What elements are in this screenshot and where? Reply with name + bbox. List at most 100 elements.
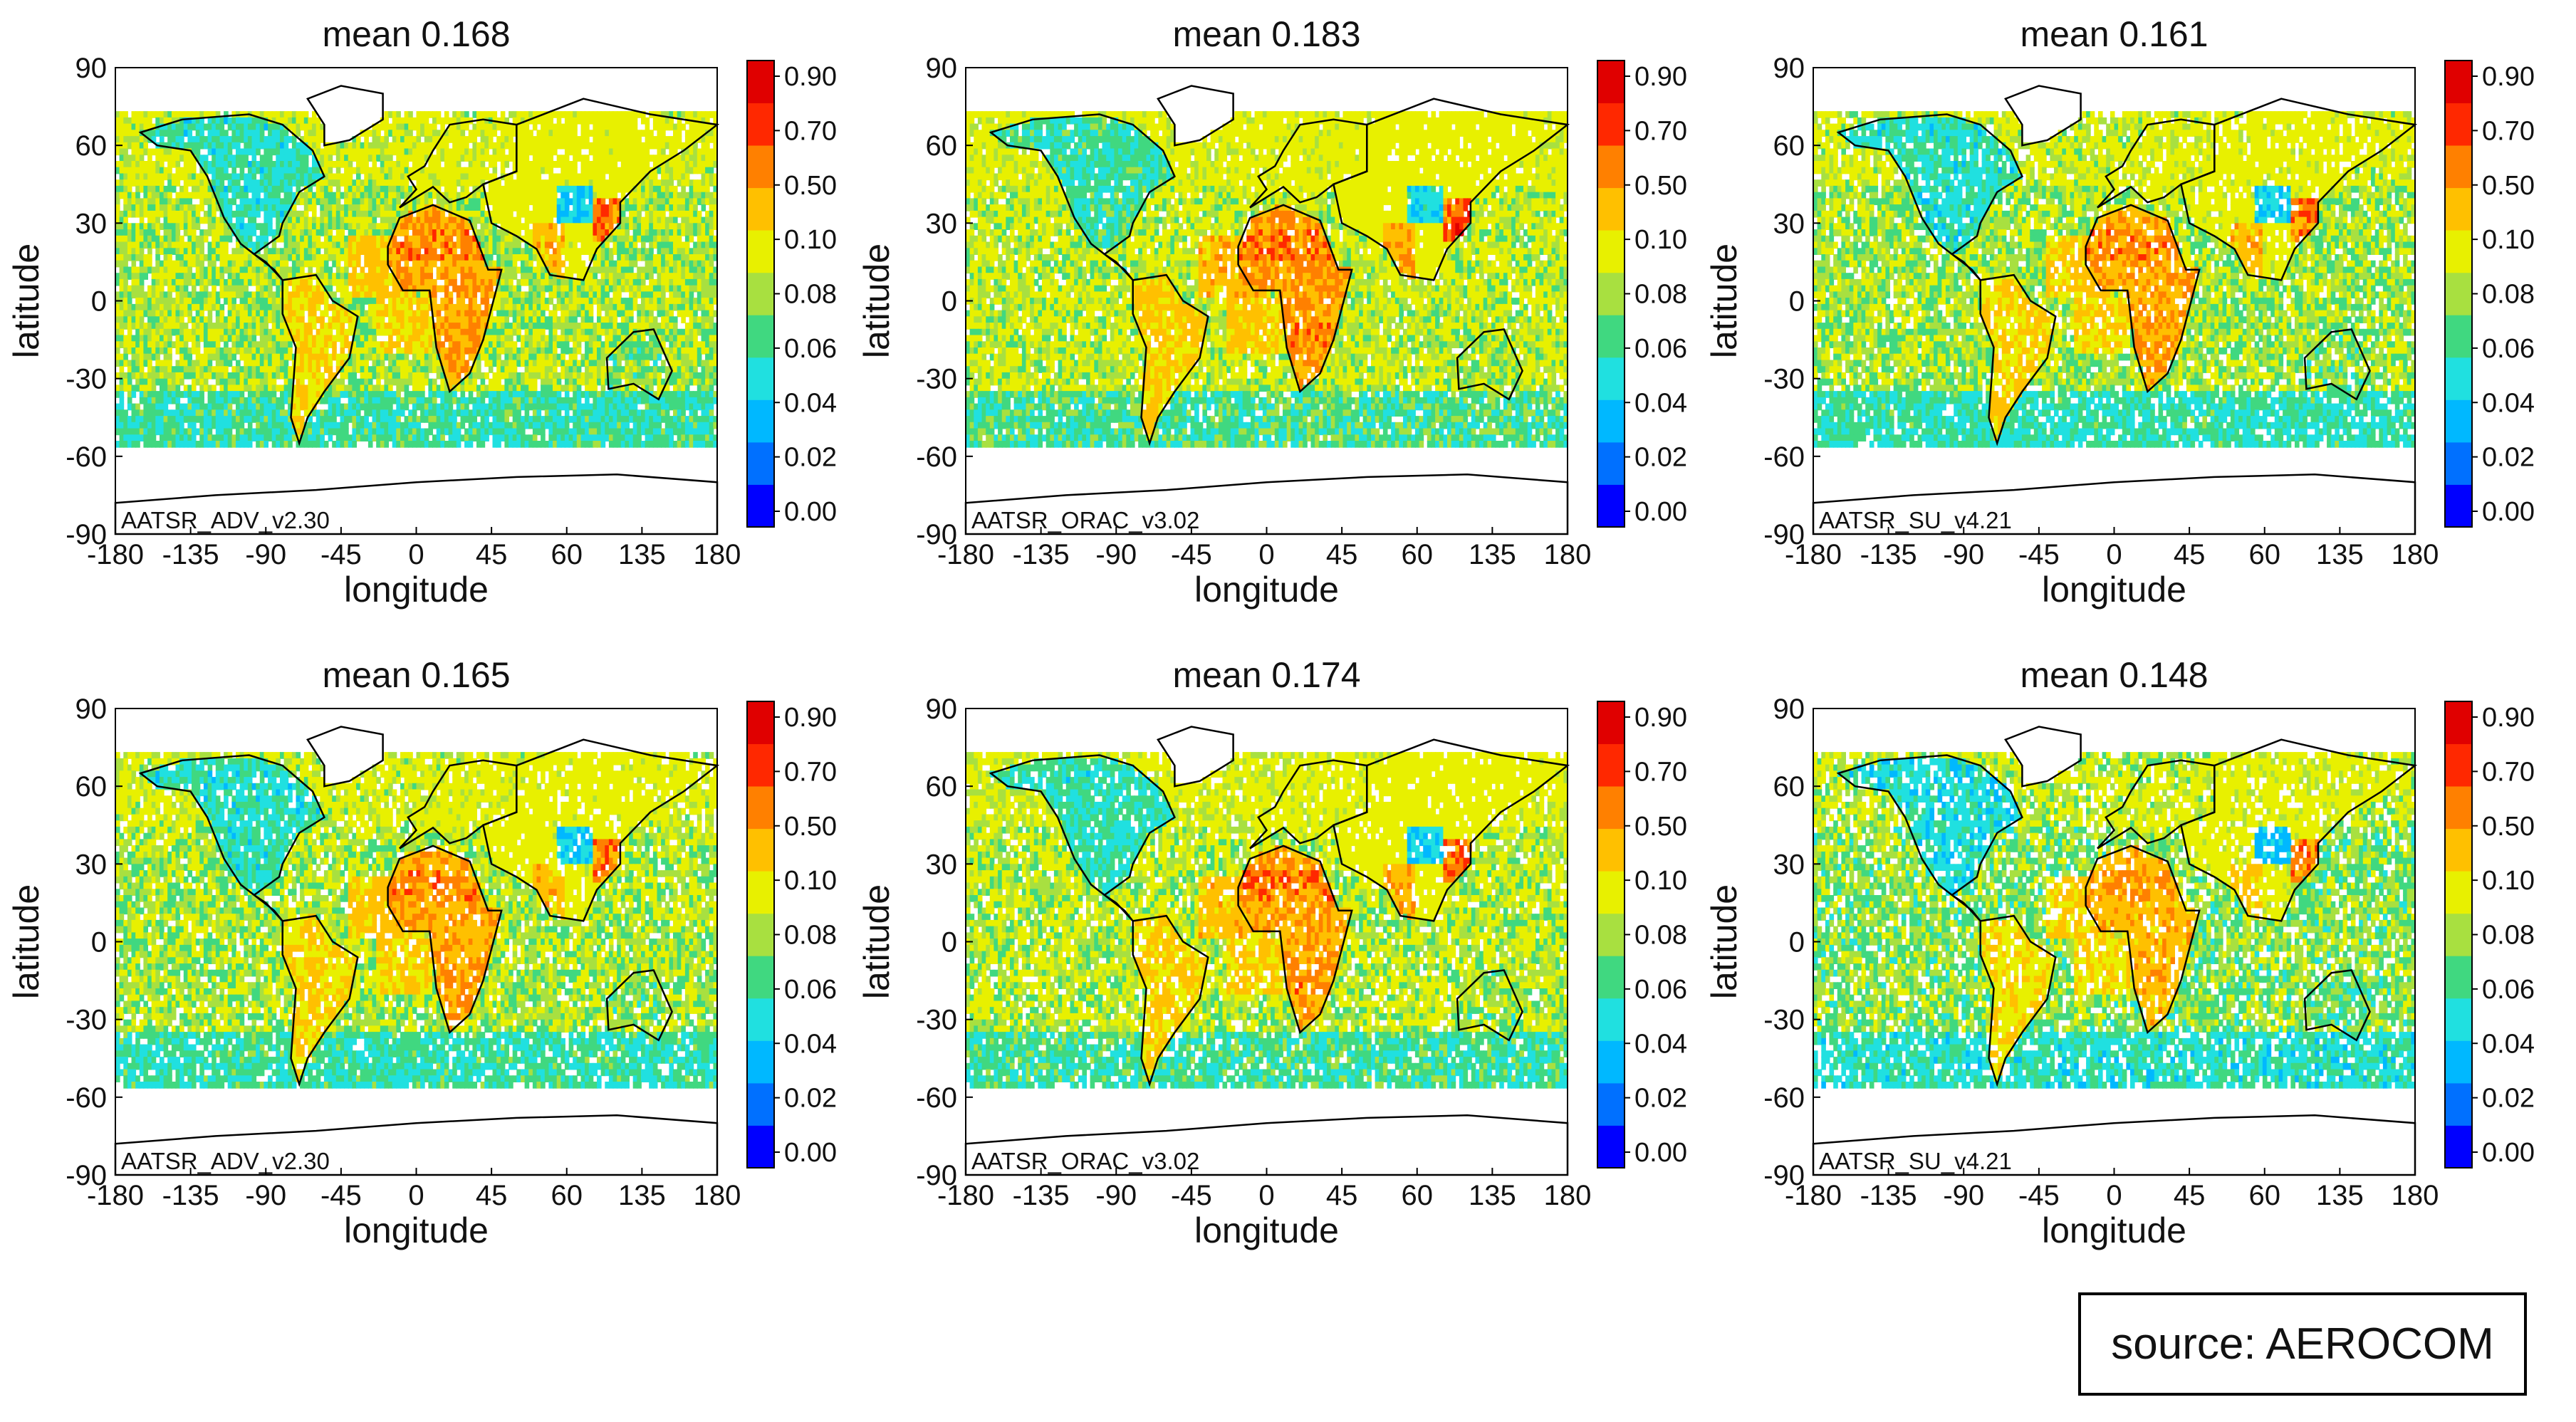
- aod-cell: [336, 149, 341, 156]
- aod-cell: [140, 155, 145, 162]
- aod-cell: [132, 179, 137, 187]
- aod-cell: [312, 130, 317, 137]
- aod-cell: [300, 124, 305, 131]
- aod-cell: [167, 223, 172, 230]
- aod-cell: [252, 223, 257, 230]
- aod-cell: [336, 167, 341, 174]
- aod-cell: [493, 204, 498, 211]
- aod-cell: [312, 192, 317, 199]
- aod-cell: [548, 117, 553, 125]
- aod-cell: [677, 136, 682, 143]
- aod-cell: [167, 149, 172, 156]
- aod-cell: [276, 211, 281, 218]
- aod-cell: [493, 124, 498, 131]
- aod-cell: [143, 117, 148, 125]
- aod-cell: [493, 192, 498, 199]
- aod-cell: [541, 211, 546, 218]
- aod-cell: [685, 192, 690, 199]
- aod-cell: [516, 192, 521, 199]
- aod-cell: [324, 155, 329, 162]
- aod-cell: [481, 142, 486, 150]
- aod-cell: [240, 198, 245, 205]
- aod-cell: [364, 161, 369, 168]
- aod-cell: [360, 198, 365, 205]
- aod-cell: [328, 186, 333, 193]
- aod-cell: [155, 130, 160, 137]
- aod-cell: [541, 167, 546, 174]
- aod-cell: [528, 167, 533, 174]
- aod-cell: [143, 186, 148, 193]
- aod-cell: [444, 174, 449, 181]
- aod-cell: [697, 211, 702, 218]
- aod-cell: [143, 211, 148, 218]
- aod-cell: [348, 204, 353, 211]
- aod-cell: [408, 186, 413, 193]
- aod-cell: [192, 192, 197, 199]
- aod-cell: [649, 136, 654, 143]
- aod-cell: [360, 149, 365, 156]
- aod-cell: [645, 149, 650, 156]
- aod-cell: [264, 167, 268, 174]
- aod-cell: [408, 130, 413, 137]
- aod-cell: [661, 136, 666, 143]
- aod-cell: [661, 192, 666, 199]
- aod-cell: [661, 174, 666, 181]
- aod-cell: [685, 136, 690, 143]
- aod-cell: [565, 111, 570, 118]
- aod-cell: [120, 136, 125, 143]
- aod-cell: [625, 198, 630, 205]
- aod-cell: [372, 174, 377, 181]
- aod-cell: [504, 124, 509, 131]
- aod-cell: [565, 161, 570, 168]
- aod-cell: [649, 155, 654, 162]
- aod-cell: [120, 111, 125, 118]
- aod-cell: [348, 167, 353, 174]
- aod-cell: [493, 186, 498, 193]
- aod-cell: [685, 179, 690, 187]
- aod-cell: [573, 161, 578, 168]
- aod-cell: [360, 204, 365, 211]
- aod-cell: [504, 192, 509, 199]
- aod-cell: [541, 142, 546, 150]
- aod-cell: [649, 217, 654, 224]
- aod-cell: [528, 142, 533, 150]
- aod-cell: [204, 155, 209, 162]
- aod-cell: [276, 179, 281, 187]
- aod-cell: [444, 167, 449, 174]
- aod-cell: [613, 117, 618, 125]
- aod-cell: [252, 124, 257, 131]
- aod-cell: [625, 136, 630, 143]
- aod-cell: [709, 174, 714, 181]
- aod-cell: [135, 192, 140, 199]
- aod-cell: [155, 111, 160, 118]
- aod-cell: [384, 111, 389, 118]
- aod-cell: [264, 186, 268, 193]
- aod-cell: [649, 198, 654, 205]
- aod-cell: [601, 130, 606, 137]
- aod-cell: [516, 179, 521, 187]
- aod-cell: [408, 111, 413, 118]
- aod-cell: [264, 124, 268, 131]
- aod-cell: [396, 211, 401, 218]
- aod-cell: [481, 149, 486, 156]
- aod-cell: [167, 179, 172, 187]
- aod-cell: [240, 136, 245, 143]
- aod-cell: [120, 149, 125, 156]
- aod-cell: [625, 149, 630, 156]
- aod-cell: [709, 217, 714, 224]
- aod-cell: [324, 192, 329, 199]
- aod-cell: [685, 211, 690, 218]
- aod-cell: [444, 136, 449, 143]
- aod-cell: [312, 174, 317, 181]
- aod-cell: [192, 167, 197, 174]
- aod-cell: [681, 186, 686, 193]
- aod-cell: [288, 161, 293, 168]
- aod-cell: [179, 155, 184, 162]
- aod-cell: [132, 117, 137, 125]
- aod-cell: [348, 186, 353, 193]
- aod-cell: [140, 217, 145, 224]
- aod-cell: [709, 198, 714, 205]
- aod-cell: [440, 211, 445, 218]
- aod-cell: [244, 155, 249, 162]
- aod-cell: [300, 167, 305, 174]
